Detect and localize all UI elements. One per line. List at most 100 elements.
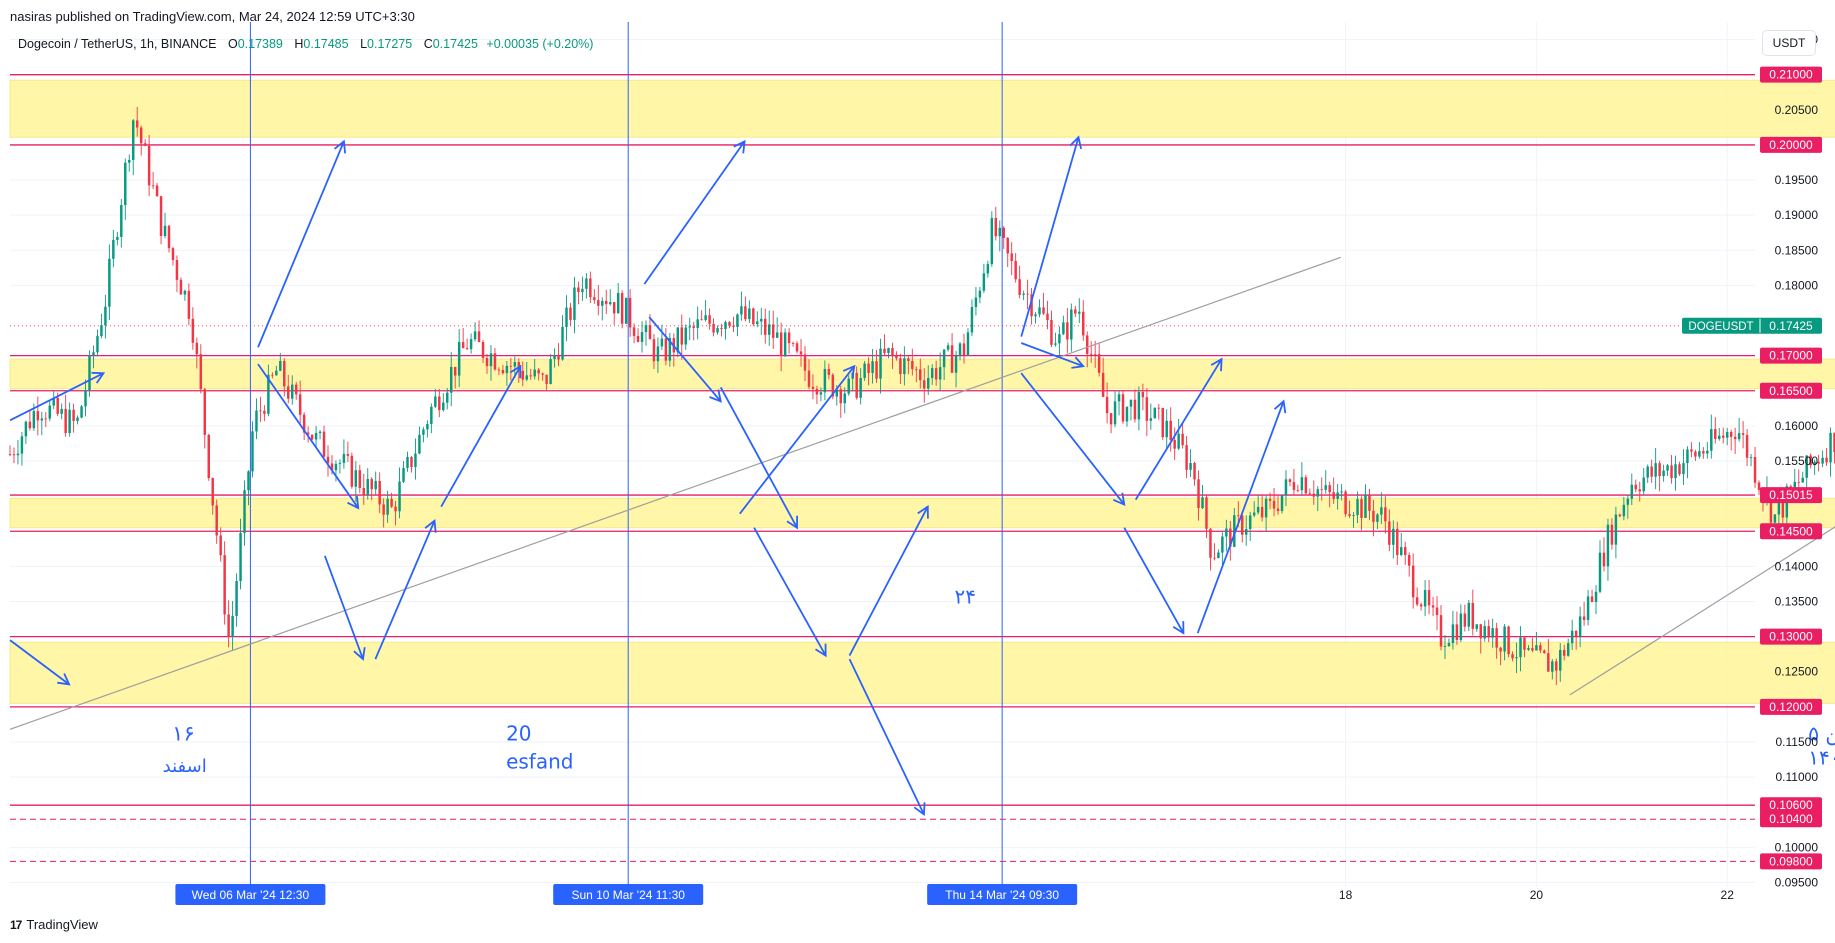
vertical-date-markers: [249, 22, 1003, 887]
candle-body: [426, 424, 429, 430]
candle-body: [1825, 457, 1828, 463]
candle-body: [1582, 616, 1586, 620]
candle-body: [40, 418, 44, 421]
candle-body: [1117, 394, 1121, 402]
candle-body: [386, 498, 389, 515]
low-value: 0.17275: [367, 37, 413, 51]
candle-body: [728, 322, 731, 326]
candle-body: [1566, 643, 1570, 656]
symbol-legend: Dogecoin / TetherUS, 1h, BINANCE O0.1738…: [18, 37, 593, 51]
time-axis[interactable]: 1820222729Apr358Wed 06 Mar '24 12:30Sun …: [175, 884, 1835, 905]
candle-body: [1562, 650, 1566, 656]
candle-body: [422, 429, 425, 435]
candle-body: [497, 369, 501, 371]
candle-body: [279, 361, 282, 371]
arrow-head: [1069, 135, 1082, 150]
candle-body: [1308, 493, 1312, 495]
candle-body: [1157, 407, 1161, 409]
candle-body: [1805, 455, 1808, 478]
candle-body: [954, 355, 958, 373]
candle-body: [1694, 451, 1697, 457]
candle-body: [648, 325, 652, 340]
candle-body: [151, 185, 155, 187]
y-tick-label: 0.19000: [1775, 208, 1819, 222]
candle-body: [903, 358, 906, 375]
candle-body: [48, 405, 51, 419]
arrow-head: [842, 364, 856, 379]
candle-body: [887, 348, 890, 353]
candle-body: [756, 321, 759, 325]
y-tick-label: 0.10000: [1775, 840, 1819, 854]
candle-body: [195, 342, 199, 355]
candle-body: [569, 307, 572, 320]
candle-body: [1288, 479, 1292, 483]
arrow-shaft: [257, 363, 359, 509]
candle-body: [1630, 484, 1634, 499]
candle-body: [930, 368, 934, 379]
candle-body: [656, 346, 660, 362]
candle-body: [942, 349, 946, 368]
date-marker-label: Thu 14 Mar '24 09:30: [945, 888, 1059, 902]
candle-body: [1085, 335, 1089, 354]
candle-body: [68, 409, 71, 434]
candle-body: [163, 225, 167, 236]
candle-body: [477, 331, 481, 343]
candle-body: [1137, 392, 1141, 420]
candle-body: [1435, 607, 1439, 616]
candle-body: [771, 324, 775, 338]
candle-body: [704, 315, 707, 320]
price-axis[interactable]: 0.215000.205000.195000.190000.185000.180…: [1682, 33, 1822, 890]
candle-body: [859, 378, 862, 398]
candle-body: [589, 278, 592, 298]
candle-body: [155, 185, 159, 197]
y-tick-label: 0.12500: [1775, 665, 1819, 679]
candle-body: [128, 159, 131, 163]
price-level-badge-label: 0.12000: [1769, 700, 1813, 714]
candle-body: [593, 297, 596, 301]
candle-body: [84, 390, 87, 407]
candle-body: [283, 361, 286, 387]
candle-body: [1105, 396, 1109, 414]
candle-body: [787, 332, 791, 344]
candle-body: [1396, 528, 1399, 556]
candle-body: [1066, 322, 1069, 340]
candle-body: [1555, 661, 1558, 671]
candle-body: [1801, 477, 1804, 483]
candle-body: [1499, 647, 1502, 652]
candle-body: [1197, 479, 1200, 509]
candle-body: [1570, 630, 1574, 644]
candle-body: [724, 322, 727, 329]
candle-body: [1022, 293, 1025, 295]
candle-body: [1348, 514, 1351, 516]
candle-body: [294, 384, 298, 395]
candle-body: [1781, 501, 1785, 518]
arrow-shaft: [9, 639, 70, 686]
candle-body: [1054, 343, 1057, 345]
candle-body: [326, 456, 330, 464]
candle-body: [330, 463, 334, 471]
candle-body: [1165, 420, 1168, 438]
annotation-text: اسفند: [163, 756, 207, 777]
currency-button[interactable]: USDT: [1762, 30, 1816, 56]
candle-body: [1205, 497, 1208, 529]
candle-body: [434, 396, 437, 407]
candle-body: [1093, 354, 1097, 355]
candle-body: [298, 394, 302, 415]
candle-body: [628, 297, 632, 328]
candle-body: [1590, 596, 1594, 602]
candle-body: [1773, 514, 1777, 523]
candle-body: [811, 386, 815, 389]
candle-body: [680, 327, 684, 345]
arrow-shaft: [648, 316, 722, 402]
candle-body: [561, 326, 564, 360]
current-price-label: 0.17425: [1769, 319, 1813, 333]
candle-body: [839, 389, 843, 404]
zone-rect: [9, 641, 1835, 704]
candle-body: [1276, 508, 1280, 512]
candle-body: [418, 434, 421, 454]
candle-body: [632, 327, 636, 336]
candle-body: [581, 288, 584, 293]
candle-body: [1356, 499, 1359, 516]
candle-body: [1614, 514, 1618, 545]
